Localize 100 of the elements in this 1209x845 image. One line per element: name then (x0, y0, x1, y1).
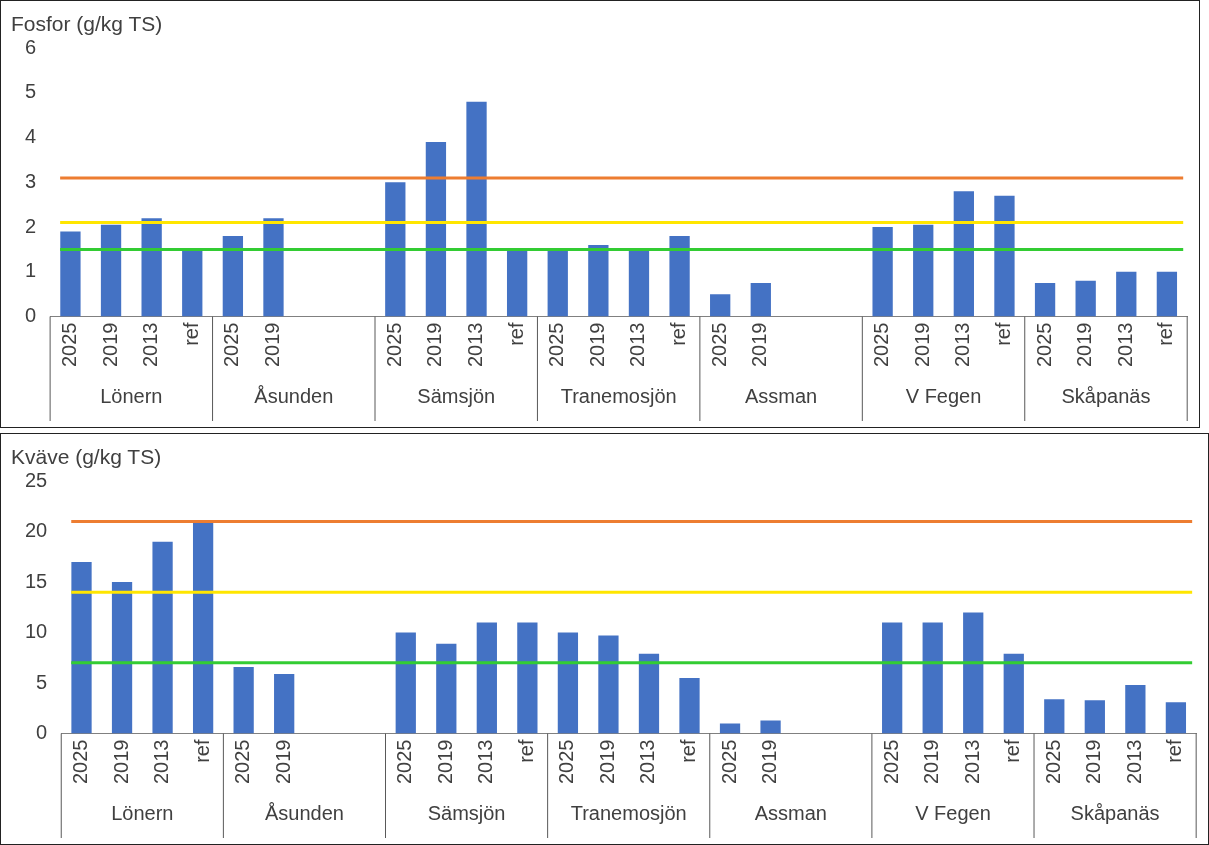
bar (588, 244, 609, 317)
y-tick-label: 2 (25, 214, 37, 237)
x-tick-label: 2013 (626, 322, 649, 368)
text: Tranemosjön (560, 384, 677, 407)
bar (598, 635, 619, 734)
bar (466, 101, 487, 317)
text: Skåpanäs (1070, 801, 1160, 824)
bar (71, 561, 92, 734)
x-tick-label: 2019 (109, 739, 132, 785)
bar (436, 643, 457, 734)
text: Lönern (100, 384, 163, 407)
text: Sämsjön (427, 801, 506, 824)
x-tick-label: 2013 (960, 739, 983, 785)
x-tick-label: 2025 (545, 322, 568, 368)
x-tick-label: 2019 (1073, 322, 1096, 368)
x-tick-label: 2025 (717, 739, 740, 785)
bar (1125, 685, 1146, 734)
x-tick-label: 2013 (464, 322, 487, 368)
bar (385, 182, 406, 317)
x-tick-label: 2013 (1122, 739, 1145, 785)
x-tick-label: 2019 (423, 322, 446, 368)
bar (679, 678, 700, 734)
text: V Fegen (915, 801, 991, 824)
bar (141, 218, 162, 317)
bar (517, 622, 538, 734)
y-tick-label: 0 (25, 304, 37, 327)
x-tick-label: 2019 (595, 739, 618, 785)
x-tick-label: 2025 (57, 322, 80, 368)
bar (395, 632, 416, 734)
x-tick-label: 2013 (150, 739, 173, 785)
bar (1034, 282, 1056, 317)
x-tick-label: 2025 (1041, 739, 1064, 785)
bar (994, 195, 1015, 317)
text: Åsunden (264, 801, 344, 824)
x-tick-label: ref (1001, 739, 1024, 763)
y-tick-label: 0 (36, 721, 48, 744)
x-tick-label: ref (504, 322, 527, 346)
bar (1003, 653, 1024, 734)
bar (182, 249, 203, 317)
bar (152, 541, 173, 734)
text: Tranemosjön (570, 801, 687, 824)
bar (222, 236, 244, 317)
x-tick-label: 2019 (748, 322, 771, 368)
y-tick-label: 1 (25, 259, 37, 282)
bar (628, 249, 650, 317)
bar (922, 622, 943, 734)
bar (1084, 700, 1105, 734)
bar (669, 236, 690, 317)
text: V Fegen (905, 384, 982, 407)
y-tick-label: 3 (25, 169, 37, 192)
bar (476, 622, 497, 734)
bar (1116, 271, 1137, 317)
bar (111, 582, 133, 734)
bar (60, 231, 81, 317)
x-tick-label: ref (991, 322, 1014, 346)
bar (1156, 271, 1178, 317)
bar (506, 249, 528, 317)
x-tick-label: 2025 (69, 739, 92, 785)
x-tick-label: 2019 (758, 739, 781, 785)
x-tick-label: 2013 (1113, 322, 1136, 368)
bar (710, 294, 731, 317)
x-tick-label: 2013 (951, 322, 974, 368)
bar (913, 224, 934, 317)
x-tick-label: 2013 (474, 739, 497, 785)
x-tick-label: 2013 (139, 322, 162, 368)
bar (750, 282, 771, 317)
x-tick-label: 2019 (585, 322, 608, 368)
x-tick-label: ref (1154, 322, 1177, 346)
y-tick-label: 10 (25, 620, 48, 643)
text: Sämsjön (417, 384, 496, 407)
bar (557, 632, 579, 734)
y-tick-label: 25 (25, 468, 48, 491)
text: Assman (744, 384, 818, 407)
y-tick-label: 4 (25, 125, 37, 148)
bar (760, 720, 781, 734)
x-tick-label: 2019 (910, 322, 933, 368)
text: Åsunden (254, 384, 334, 407)
bar (1075, 280, 1096, 317)
bar (963, 612, 984, 734)
bar (1044, 699, 1065, 734)
x-tick-label: 2025 (1032, 322, 1055, 368)
x-tick-label: 2019 (920, 739, 943, 785)
x-tick-label: 2025 (393, 739, 416, 785)
x-tick-label: 2025 (879, 739, 902, 785)
y-tick-label: 5 (36, 670, 48, 693)
bar (425, 142, 447, 317)
bar (719, 723, 741, 734)
y-tick-label: 20 (25, 519, 48, 542)
x-tick-label: 2025 (870, 322, 893, 368)
bar (953, 191, 974, 317)
text: Lönern (111, 801, 174, 824)
bar (872, 227, 893, 317)
bar (882, 622, 903, 734)
chart-title: Kväve (g/kg TS) (11, 445, 162, 469)
text: Skåpanäs (1061, 384, 1151, 407)
text: Assman (754, 801, 827, 824)
x-tick-label: 2019 (260, 322, 283, 368)
x-tick-label: 2019 (98, 322, 121, 368)
x-tick-label: 2019 (271, 739, 294, 785)
bar (192, 521, 214, 734)
